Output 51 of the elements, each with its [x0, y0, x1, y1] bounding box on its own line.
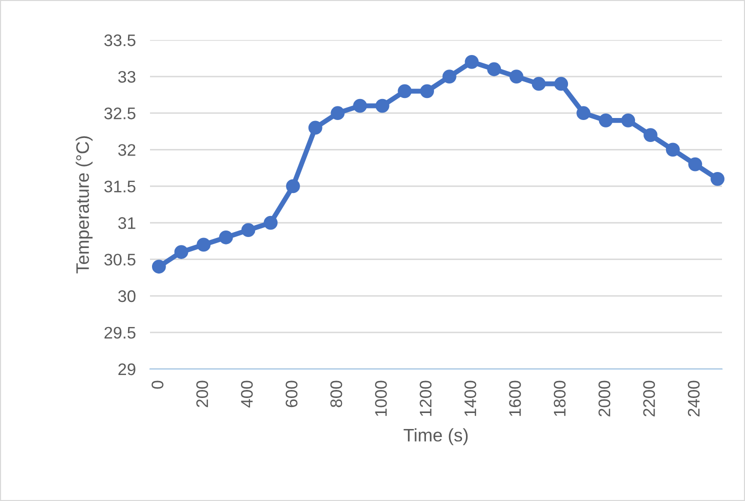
point: [174, 245, 188, 259]
point: [398, 84, 412, 98]
point: [487, 62, 502, 76]
x-tick-label: 2000: [598, 380, 610, 416]
x-tick-label: 2200: [643, 380, 655, 416]
y-tick-label: 32: [118, 144, 136, 156]
point: [442, 70, 456, 84]
y-axis-title: Temperature (°C): [76, 136, 93, 274]
point: [644, 128, 658, 142]
x-tick-label: 2400: [688, 380, 700, 416]
y-tick-label: 31: [118, 217, 136, 229]
point: [420, 84, 434, 98]
point: [532, 76, 546, 91]
x-tick-label: 1000: [375, 380, 387, 416]
point: [353, 98, 367, 113]
x-tick-label: 1800: [554, 380, 566, 416]
point: [264, 216, 278, 230]
x-axis-title: Time (s): [404, 428, 468, 446]
point: [286, 179, 300, 194]
y-tick-label: 33: [118, 70, 136, 83]
x-tick-label: 1200: [420, 380, 432, 416]
point: [710, 172, 724, 186]
point: [308, 120, 322, 135]
point: [509, 70, 524, 84]
point: [375, 98, 390, 113]
x-tick-label: 200: [196, 380, 208, 408]
point: [621, 113, 636, 128]
y-tick-label: 31.5: [104, 180, 136, 192]
point: [688, 157, 702, 172]
y-tick-label: 32.5: [104, 108, 136, 120]
x-tick-label: 400: [240, 380, 253, 408]
point: [330, 106, 345, 120]
x-tick-label: 1400: [464, 380, 476, 416]
point: [598, 113, 613, 128]
x-tick-label: 1600: [509, 380, 521, 416]
point: [241, 223, 256, 238]
point: [196, 238, 211, 252]
point: [576, 106, 590, 120]
y-tick-label: 30: [118, 290, 136, 302]
y-tick-label: 29: [118, 363, 136, 376]
point: [464, 54, 479, 69]
x-tick-label: 800: [330, 380, 342, 408]
point: [152, 260, 166, 274]
point: [219, 230, 233, 244]
x-tick-label: 600: [286, 380, 298, 408]
point: [666, 142, 680, 157]
y-tick-label: 29.5: [104, 326, 136, 339]
x-tick-label: 0: [152, 380, 164, 389]
y-tick-label: 30.5: [104, 254, 136, 266]
y-tick-label: 33.5: [104, 34, 136, 46]
point: [554, 76, 568, 91]
